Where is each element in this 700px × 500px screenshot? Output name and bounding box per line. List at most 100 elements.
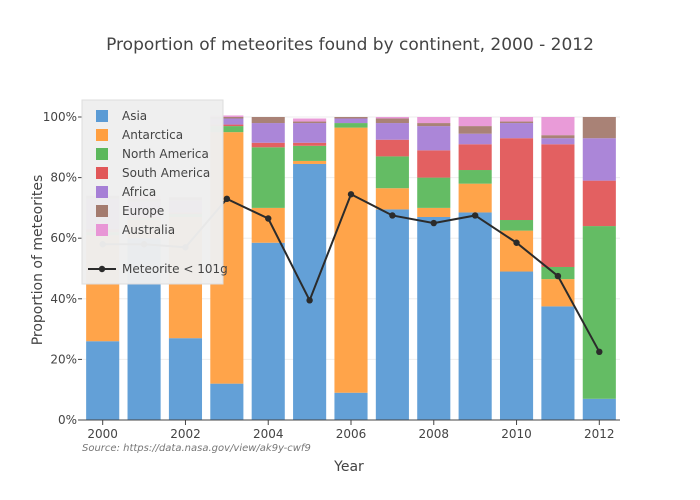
bar-segment-asia[interactable] xyxy=(499,271,534,420)
bar-segment-europe[interactable] xyxy=(251,117,285,124)
bar-segment-asia[interactable] xyxy=(582,398,616,420)
legend-swatch-australia[interactable] xyxy=(96,224,108,236)
legend-swatch-europe[interactable] xyxy=(96,205,108,217)
y-tick-label: 60% xyxy=(50,231,77,245)
bar-segment-north-america[interactable] xyxy=(293,145,327,161)
bar-segment-africa[interactable] xyxy=(251,123,285,143)
legend-swatch-asia[interactable] xyxy=(96,110,108,122)
bar-segment-asia[interactable] xyxy=(541,306,575,420)
bar-segment-australia[interactable] xyxy=(417,117,451,124)
bar-segment-south-america[interactable] xyxy=(375,139,409,157)
legend-label[interactable]: Meteorite < 101g xyxy=(122,262,228,276)
legend-label[interactable]: Africa xyxy=(122,185,156,199)
bar-segment-australia[interactable] xyxy=(210,115,244,117)
x-tick-label: 2012 xyxy=(584,427,615,441)
bar-segment-antarctica[interactable] xyxy=(293,160,327,164)
bar-segment-europe[interactable] xyxy=(210,117,244,119)
bar-segment-north-america[interactable] xyxy=(210,126,244,133)
bar-segment-europe[interactable] xyxy=(458,126,492,134)
line-point[interactable] xyxy=(306,297,313,304)
line-point[interactable] xyxy=(554,272,562,280)
bar-segment-asia[interactable] xyxy=(417,216,451,420)
line-point[interactable] xyxy=(389,212,396,219)
bar-segment-south-america[interactable] xyxy=(251,142,285,148)
bar-segment-australia[interactable] xyxy=(499,117,534,122)
bar-segment-africa[interactable] xyxy=(334,118,368,124)
bar-segment-north-america[interactable] xyxy=(458,170,492,184)
bar-segment-europe[interactable] xyxy=(334,117,368,119)
legend-label[interactable]: North America xyxy=(122,147,209,161)
legend-swatch-africa[interactable] xyxy=(96,186,108,198)
bar-segment-asia[interactable] xyxy=(375,209,409,420)
bar-segment-africa[interactable] xyxy=(293,123,327,143)
bar-segment-africa[interactable] xyxy=(582,138,616,181)
line-point[interactable] xyxy=(513,239,520,246)
bar-segment-north-america[interactable] xyxy=(417,177,451,208)
y-tick-label: 80% xyxy=(50,171,77,185)
bar-segment-africa[interactable] xyxy=(499,123,534,139)
line-point[interactable] xyxy=(265,215,272,222)
bar-segment-asia[interactable] xyxy=(86,341,120,420)
bar-segment-north-america[interactable] xyxy=(582,226,616,399)
bar-segment-south-america[interactable] xyxy=(458,144,492,171)
line-point[interactable] xyxy=(223,195,231,203)
bar-segment-australia[interactable] xyxy=(375,117,409,119)
legend-label[interactable]: Antarctica xyxy=(122,128,183,142)
bar-segment-africa[interactable] xyxy=(375,123,409,140)
bar-segment-north-america[interactable] xyxy=(334,123,368,128)
line-point[interactable] xyxy=(471,212,479,219)
legend-label[interactable]: Europe xyxy=(122,204,164,218)
x-tick-label: 2008 xyxy=(418,427,449,441)
bar-segment-africa[interactable] xyxy=(210,118,244,125)
bar-segment-europe[interactable] xyxy=(499,121,534,124)
bar-segment-south-america[interactable] xyxy=(417,150,451,178)
bar-segment-south-america[interactable] xyxy=(541,144,575,267)
bar-segment-europe[interactable] xyxy=(417,123,451,127)
x-tick-label: 2006 xyxy=(336,427,367,441)
x-tick-label: 2010 xyxy=(501,427,532,441)
y-tick-label: 20% xyxy=(50,352,77,366)
bar-segment-africa[interactable] xyxy=(417,126,451,151)
bar-segment-asia[interactable] xyxy=(210,383,244,420)
legend-label[interactable]: Asia xyxy=(122,109,147,123)
bar-segment-africa[interactable] xyxy=(541,138,575,145)
x-tick-label: 2000 xyxy=(87,427,118,441)
legend-swatch-antarctica[interactable] xyxy=(96,129,108,141)
bar-segment-antarctica[interactable] xyxy=(458,183,492,213)
bar-segment-australia[interactable] xyxy=(541,117,575,136)
bar-segment-north-america[interactable] xyxy=(499,220,534,231)
bar-segment-antarctica[interactable] xyxy=(417,207,451,217)
bar-segment-asia[interactable] xyxy=(251,242,285,420)
legend-label[interactable]: Australia xyxy=(122,223,175,237)
bar-segment-asia[interactable] xyxy=(168,338,203,420)
bar-segment-europe[interactable] xyxy=(582,117,616,139)
line-point[interactable] xyxy=(347,191,355,198)
bar-segment-europe[interactable] xyxy=(375,118,409,124)
source-note: Source: https://data.nasa.gov/view/ak9y-… xyxy=(82,443,311,454)
bar-segment-asia[interactable] xyxy=(458,212,492,420)
bar-segment-australia[interactable] xyxy=(293,118,327,122)
bar-segment-south-america[interactable] xyxy=(293,142,327,146)
y-axis-title: Proportion of meteorites xyxy=(30,175,46,346)
bar-segment-antarctica[interactable] xyxy=(541,279,575,307)
legend-swatch-north-america[interactable] xyxy=(96,148,108,160)
bar-segment-north-america[interactable] xyxy=(375,156,409,189)
bar-segment-asia[interactable] xyxy=(334,392,368,420)
bar-segment-antarctica[interactable] xyxy=(334,127,368,393)
bar-segment-asia[interactable] xyxy=(293,163,327,420)
bar-segment-north-america[interactable] xyxy=(251,147,285,208)
bar-segment-europe[interactable] xyxy=(293,121,327,124)
legend-swatch-south-america[interactable] xyxy=(96,167,108,179)
bar-segment-south-america[interactable] xyxy=(499,138,534,221)
bar-segment-south-america[interactable] xyxy=(582,180,616,227)
bar-segment-antarctica[interactable] xyxy=(375,188,409,210)
bar-segment-europe[interactable] xyxy=(541,135,575,139)
bar-segment-south-america[interactable] xyxy=(210,124,244,127)
bar-segment-africa[interactable] xyxy=(458,133,492,145)
x-axis-title: Year xyxy=(333,459,364,475)
legend-label[interactable]: South America xyxy=(122,166,210,180)
line-point[interactable] xyxy=(596,348,603,356)
line-point[interactable] xyxy=(430,219,437,227)
bar-segment-australia[interactable] xyxy=(458,117,492,127)
